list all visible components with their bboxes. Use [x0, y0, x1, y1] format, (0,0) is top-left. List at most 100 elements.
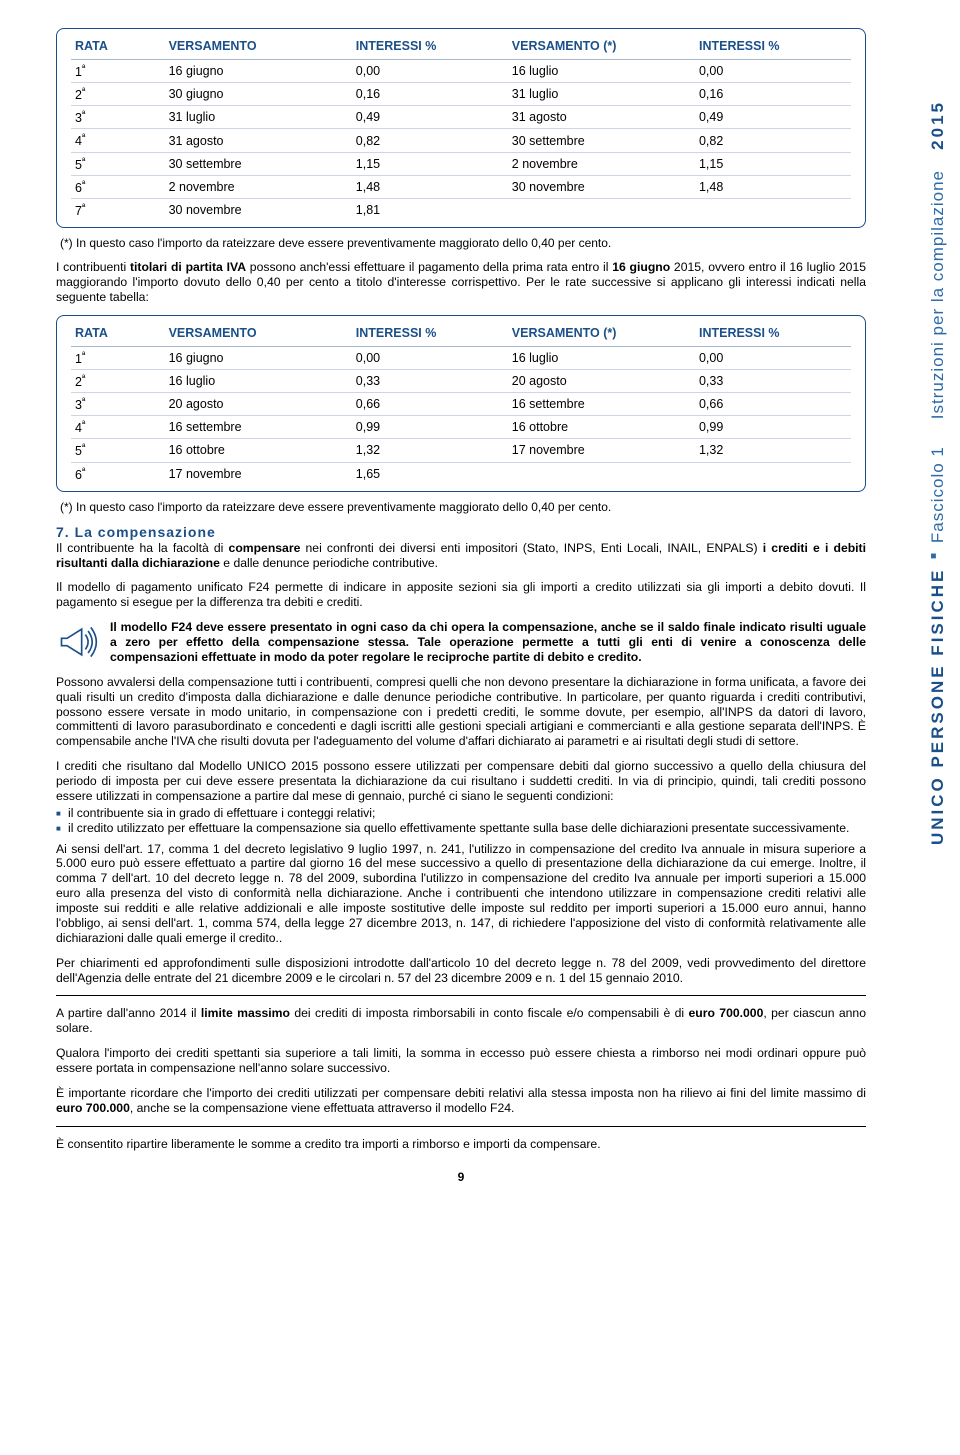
table-cell: 1,81 — [352, 198, 508, 221]
table-cell — [695, 198, 851, 221]
table-header: RATA — [71, 322, 165, 347]
callout: Il modello F24 deve essere presentato in… — [56, 620, 866, 665]
footnote2: (*) In questo caso l'importo da rateizza… — [60, 500, 866, 514]
table1-wrap: RATAVERSAMENTOINTERESSI %VERSAMENTO (*)I… — [56, 28, 866, 228]
table-cell: 1,65 — [352, 462, 508, 485]
table-cell: 2 novembre — [508, 152, 695, 175]
table-cell: 16 settembre — [508, 393, 695, 416]
section7-title: 7. La compensazione — [56, 524, 216, 540]
table-header: INTERESSI % — [352, 35, 508, 60]
table-cell: 1,15 — [352, 152, 508, 175]
table-cell: 0,82 — [695, 129, 851, 152]
table-cell: 0,16 — [352, 83, 508, 106]
table-cell: 2ª — [71, 369, 165, 392]
sidebar-mid: Fascicolo 1 — [928, 446, 947, 543]
section7-p4: I crediti che risultano dal Modello UNIC… — [56, 759, 866, 804]
table-cell: 31 agosto — [508, 106, 695, 129]
sidebar-year: 2015 — [928, 100, 947, 150]
table-cell: 0,00 — [695, 346, 851, 369]
table-cell: 3ª — [71, 106, 165, 129]
table-cell: 20 agosto — [165, 393, 352, 416]
table-header: VERSAMENTO (*) — [508, 35, 695, 60]
table-cell: 6ª — [71, 462, 165, 485]
table-header: INTERESSI % — [695, 35, 851, 60]
table-cell: 2 novembre — [165, 175, 352, 198]
table-header: RATA — [71, 35, 165, 60]
section7-p5: Ai sensi dell'art. 17, comma 1 del decre… — [56, 842, 866, 946]
sidebar-bold: UNICO PERSONE FISICHE — [928, 568, 947, 845]
table-cell: 30 giugno — [165, 83, 352, 106]
table-cell: 20 agosto — [508, 369, 695, 392]
table-cell: 30 novembre — [165, 198, 352, 221]
section7-p2: Il modello di pagamento unificato F24 pe… — [56, 580, 866, 610]
table-row: 5ª16 ottobre1,3217 novembre1,32 — [71, 439, 851, 462]
table-cell: 16 luglio — [508, 346, 695, 369]
table-header: VERSAMENTO — [165, 322, 352, 347]
table-row: 6ª2 novembre1,4830 novembre1,48 — [71, 175, 851, 198]
table2-wrap: RATAVERSAMENTOINTERESSI %VERSAMENTO (*)I… — [56, 315, 866, 492]
table-cell: 1,15 — [695, 152, 851, 175]
table-header: INTERESSI % — [352, 322, 508, 347]
table-row: 4ª16 settembre0,9916 ottobre0,99 — [71, 416, 851, 439]
section7-p7: A partire dall'anno 2014 il limite massi… — [56, 1006, 866, 1036]
bullets: il contribuente sia in grado di effettua… — [56, 806, 866, 836]
table-cell: 5ª — [71, 439, 165, 462]
table-cell: 0,99 — [695, 416, 851, 439]
table-cell: 16 ottobre — [165, 439, 352, 462]
table-row: 1ª16 giugno0,0016 luglio0,00 — [71, 60, 851, 83]
table-cell: 0,82 — [352, 129, 508, 152]
table-cell: 1,32 — [352, 439, 508, 462]
table-row: 1ª16 giugno0,0016 luglio0,00 — [71, 346, 851, 369]
page-number: 9 — [56, 1170, 866, 1184]
table-row: 2ª16 luglio0,3320 agosto0,33 — [71, 369, 851, 392]
table-row: 6ª17 novembre1,65 — [71, 462, 851, 485]
table-cell: 0,66 — [352, 393, 508, 416]
table-cell: 0,49 — [352, 106, 508, 129]
table-cell: 0,00 — [352, 346, 508, 369]
table-cell: 0,66 — [695, 393, 851, 416]
section7-p3: Possono avvalersi della compensazione tu… — [56, 675, 866, 749]
table1: RATAVERSAMENTOINTERESSI %VERSAMENTO (*)I… — [71, 35, 851, 221]
table-cell: 16 giugno — [165, 60, 352, 83]
table-cell: 4ª — [71, 129, 165, 152]
table-cell: 1,48 — [695, 175, 851, 198]
megaphone-icon — [56, 620, 100, 664]
table-cell: 1ª — [71, 346, 165, 369]
table-cell: 0,99 — [352, 416, 508, 439]
table-cell: 0,00 — [695, 60, 851, 83]
table-cell: 16 ottobre — [508, 416, 695, 439]
table-row: 2ª30 giugno0,1631 luglio0,16 — [71, 83, 851, 106]
divider2 — [56, 1126, 866, 1127]
table-cell: 30 settembre — [508, 129, 695, 152]
table-cell: 2ª — [71, 83, 165, 106]
section7-p9: È importante ricordare che l'importo dei… — [56, 1086, 866, 1116]
table-cell: 31 luglio — [165, 106, 352, 129]
table-cell: 30 novembre — [508, 175, 695, 198]
table-cell: 1,48 — [352, 175, 508, 198]
section7-p6: Per chiarimenti ed approfondimenti sulle… — [56, 956, 866, 986]
table-row: 4ª31 agosto0,8230 settembre0,82 — [71, 129, 851, 152]
table-cell: 31 luglio — [508, 83, 695, 106]
table-cell: 16 settembre — [165, 416, 352, 439]
table-header: VERSAMENTO — [165, 35, 352, 60]
divider — [56, 995, 866, 996]
section7-p8: Qualora l'importo dei crediti spettanti … — [56, 1046, 866, 1076]
table-cell: 0,16 — [695, 83, 851, 106]
table-cell: 0,33 — [352, 369, 508, 392]
table-cell: 30 settembre — [165, 152, 352, 175]
table-cell — [508, 198, 695, 221]
table-cell — [508, 462, 695, 485]
table-cell: 16 luglio — [508, 60, 695, 83]
table-cell: 1,32 — [695, 439, 851, 462]
table-row: 5ª30 settembre1,152 novembre1,15 — [71, 152, 851, 175]
para-iva: I contribuenti titolari di partita IVA p… — [56, 260, 866, 305]
table-header: INTERESSI % — [695, 322, 851, 347]
table-cell: 3ª — [71, 393, 165, 416]
table-cell: 5ª — [71, 152, 165, 175]
table-cell: 4ª — [71, 416, 165, 439]
table-cell: 16 luglio — [165, 369, 352, 392]
table-row: 3ª31 luglio0,4931 agosto0,49 — [71, 106, 851, 129]
table-header: VERSAMENTO (*) — [508, 322, 695, 347]
table-cell — [695, 462, 851, 485]
table-cell: 6ª — [71, 175, 165, 198]
